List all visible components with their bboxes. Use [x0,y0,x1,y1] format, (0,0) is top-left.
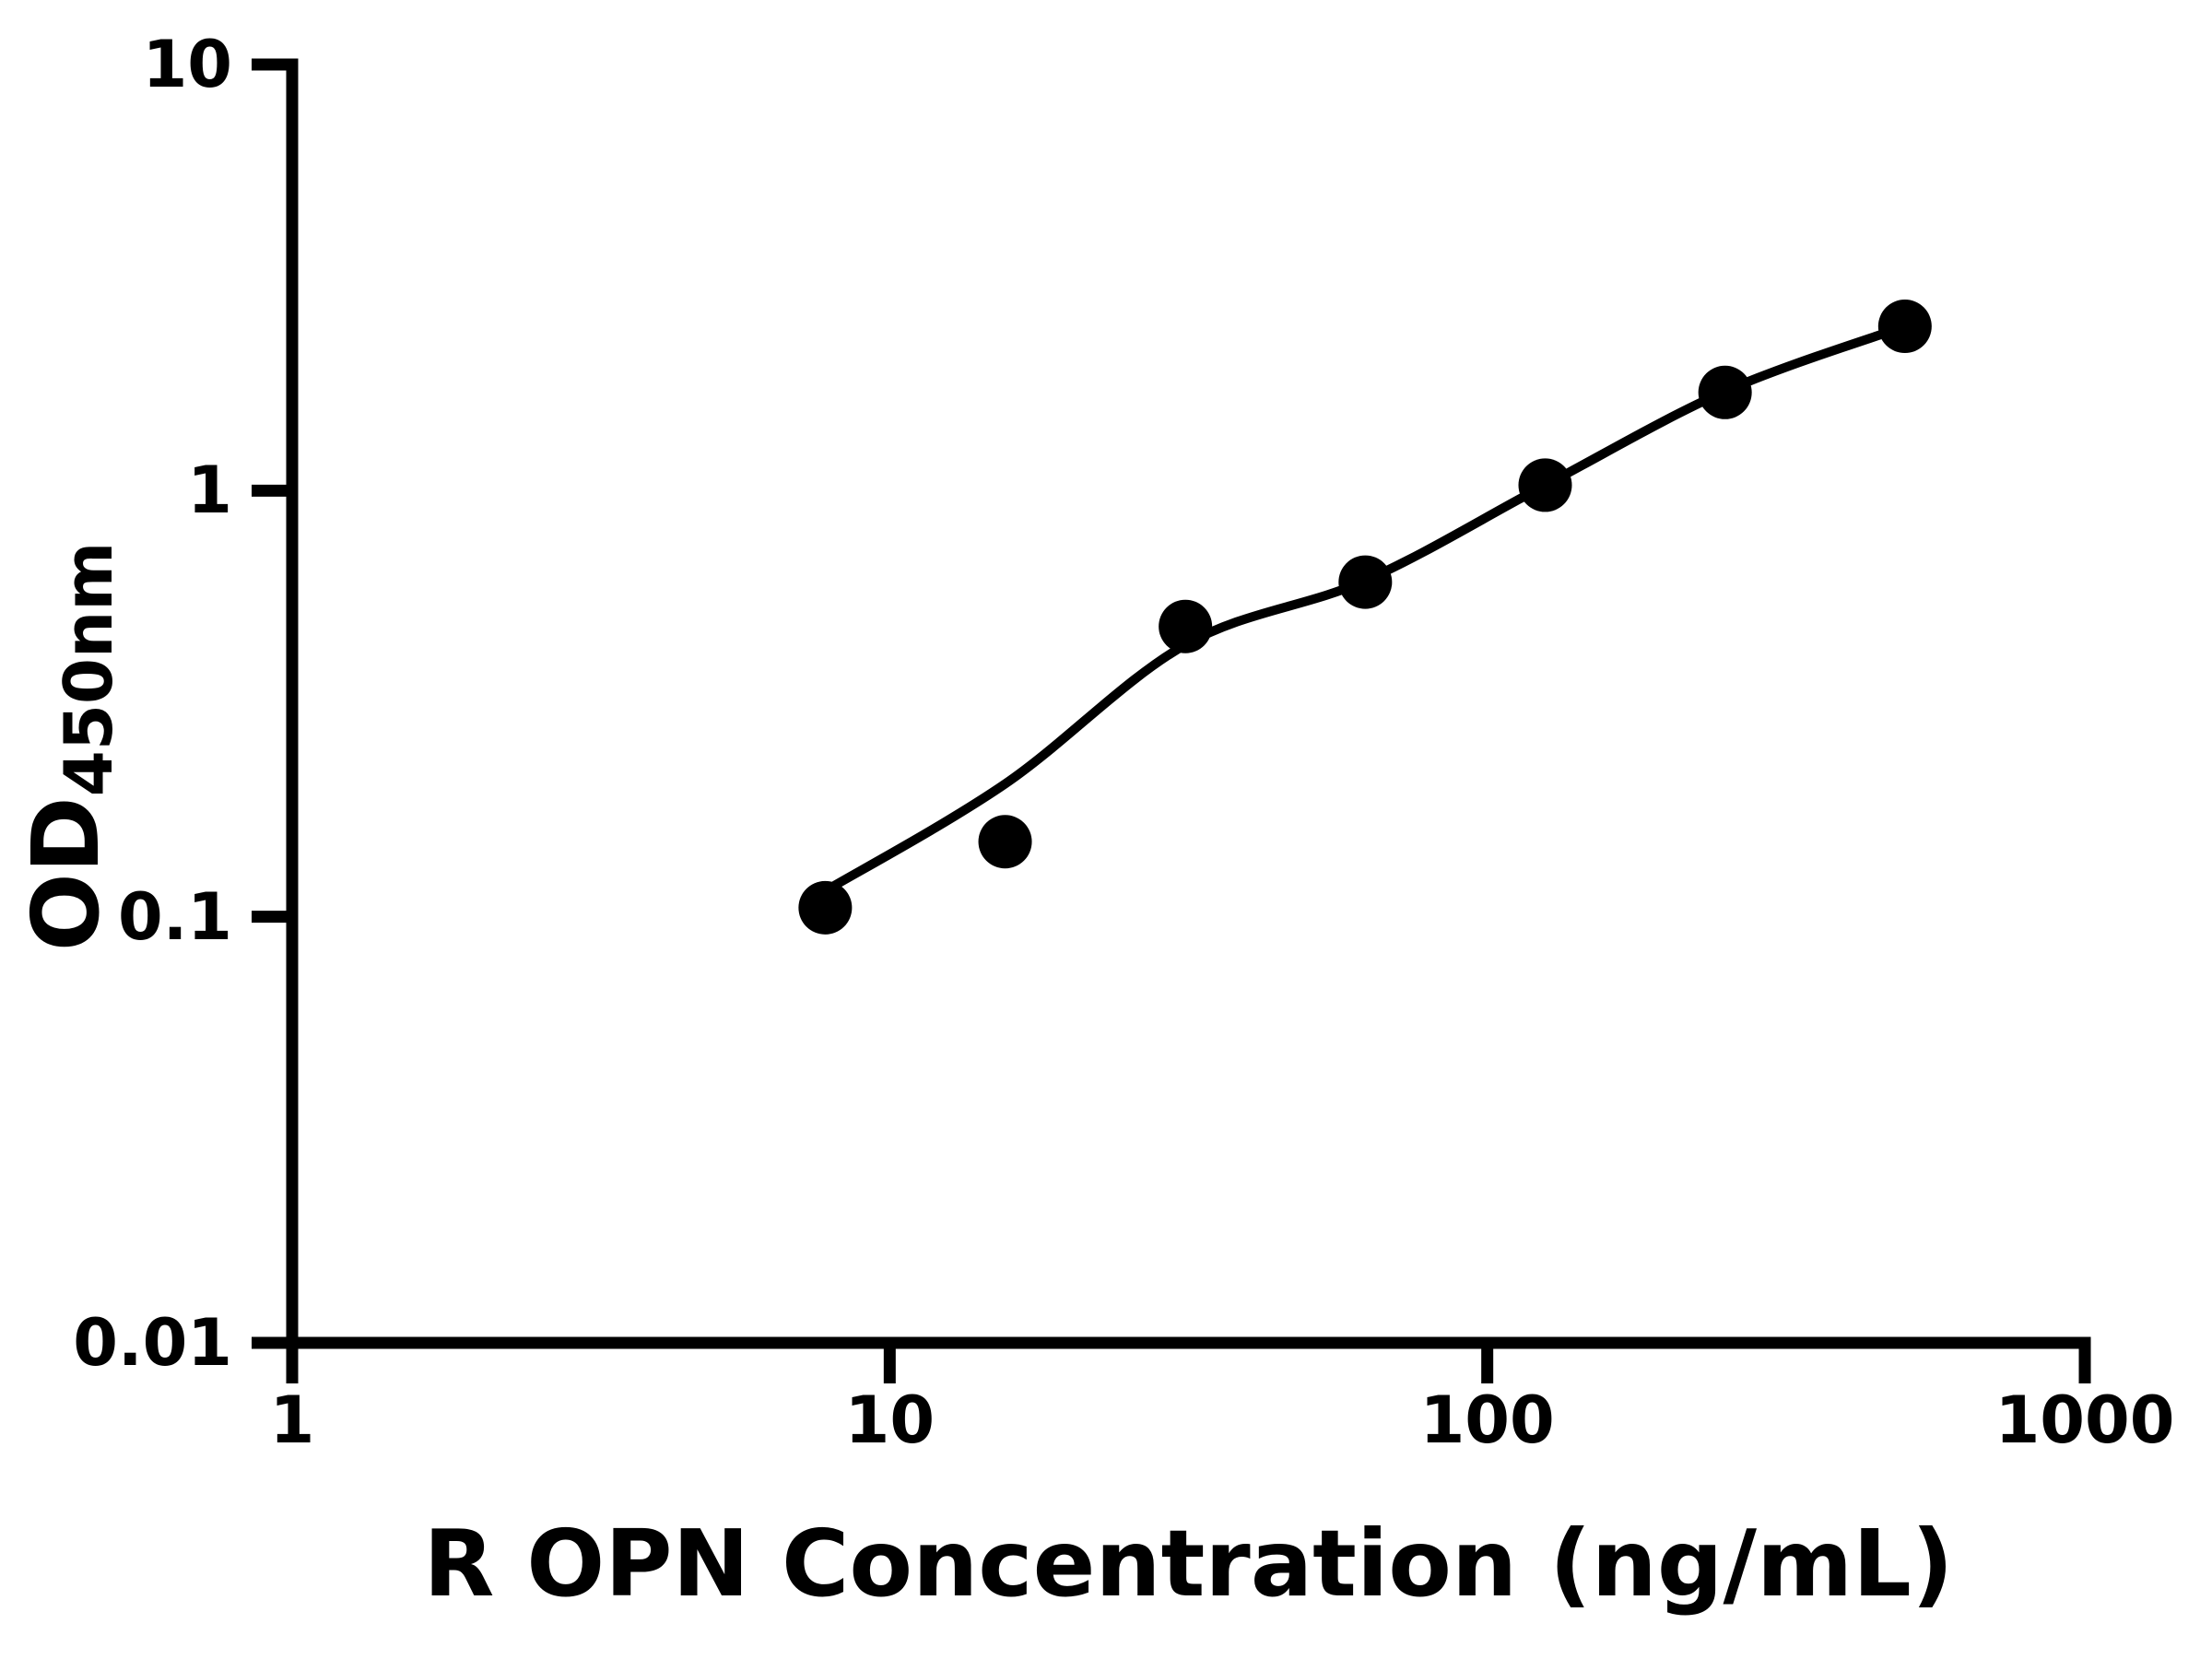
y-tick-label: 0.01 [73,1305,232,1381]
y-axis-title-main: OD [12,796,120,952]
x-tick-label: 1000 [1994,1382,2175,1458]
data-point [978,815,1032,869]
data-point [1159,599,1213,653]
y-tick-label: 10 [142,27,232,102]
data-point [798,880,853,935]
x-tick-label: 10 [844,1382,935,1458]
data-point [1518,458,1572,512]
data-point [1698,365,1752,419]
data-point [1877,300,1932,354]
x-tick-label: 100 [1419,1382,1555,1458]
y-tick-label: 1 [187,453,232,529]
y-axis-title: OD450nm [12,541,139,952]
x-tick-label: 1 [269,1382,315,1458]
x-axis-title: R OPN Concentration (ng/mL) [423,1510,1954,1618]
y-tick-label: 0.1 [117,878,232,955]
y-axis-title-subscript: 450nm [50,541,127,797]
data-point [1338,555,1393,609]
